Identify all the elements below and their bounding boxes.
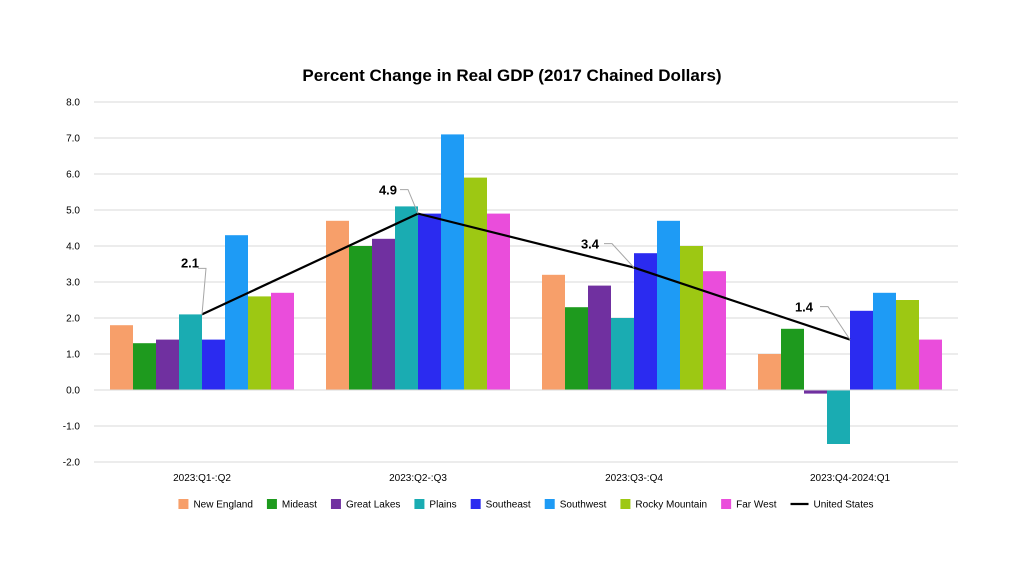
bar-southwest-2 — [441, 134, 464, 390]
bar-new-england-3 — [542, 274, 565, 390]
y-tick-label: 0.0 — [66, 386, 80, 397]
bar-plains-3 — [611, 318, 634, 390]
y-tick-label: 6.0 — [66, 170, 80, 181]
x-category-label: 2023:Q3-:Q4 — [605, 473, 663, 484]
y-tick-label: -1.0 — [63, 422, 81, 433]
legend-label: Great Lakes — [346, 500, 400, 511]
legend-item-great-lakes: Great Lakes — [330, 499, 400, 511]
bars — [110, 134, 942, 444]
bar-southwest-4 — [873, 292, 896, 390]
legend-label: Plains — [429, 500, 456, 511]
bar-new-england-2 — [326, 220, 349, 390]
bar-far-west-3 — [703, 271, 726, 390]
united-states-data-label: 1.4 — [795, 300, 814, 315]
line-annotations: 2.1 4.9 3.4 1.4 — [181, 183, 851, 340]
legend-label: Mideast — [282, 500, 317, 511]
y-tick-label: 1.0 — [66, 350, 80, 361]
legend-item-far-west: Far West — [721, 499, 777, 511]
bar-new-england-1 — [110, 325, 133, 390]
chart-title: Percent Change in Real GDP (2017 Chained… — [302, 66, 721, 85]
bar-rocky-mountain-2 — [464, 177, 487, 390]
united-states-data-label: 2.1 — [181, 255, 199, 270]
x-category-label: 2023:Q4-2024:Q1 — [810, 473, 890, 484]
bar-rocky-mountain-1 — [248, 296, 271, 390]
legend-item-southeast: Southeast — [470, 499, 531, 511]
bar-southwest-3 — [657, 220, 680, 390]
legend-label: New England — [193, 500, 252, 511]
united-states-data-label: 3.4 — [581, 237, 600, 252]
bar-southwest-1 — [225, 235, 248, 390]
legend-item-plains: Plains — [414, 499, 457, 511]
line-united-states — [201, 212, 851, 341]
legend-swatch — [620, 499, 631, 509]
y-tick-label: 3.0 — [66, 278, 80, 289]
legend-item-southwest: Southwest — [544, 499, 607, 511]
x-category-label: 2023:Q2-:Q3 — [389, 473, 447, 484]
annotation-leader — [400, 189, 419, 214]
legend-label: Southwest — [560, 500, 607, 511]
bar-great-lakes-1 — [156, 339, 179, 390]
legend-item-rocky-mountain: Rocky Mountain — [620, 499, 707, 511]
bar-far-west-4 — [919, 339, 942, 390]
bar-plains-2 — [395, 206, 418, 390]
legend-swatch — [266, 499, 277, 509]
legend-swatch — [470, 499, 481, 509]
y-tick-label: 7.0 — [66, 134, 80, 145]
legend-label: Far West — [736, 500, 777, 511]
bar-rocky-mountain-3 — [680, 246, 703, 390]
united-states-line — [201, 212, 851, 341]
y-tick-label: 5.0 — [66, 206, 80, 217]
bar-far-west-1 — [271, 292, 294, 390]
legend-item-mideast: Mideast — [266, 499, 317, 511]
bar-mideast-2 — [349, 246, 372, 390]
bar-mideast-1 — [133, 343, 156, 390]
annotation-leader — [604, 243, 635, 268]
bar-mideast-3 — [565, 307, 588, 390]
legend-label: Rocky Mountain — [635, 500, 707, 511]
legend-item-united-states: United States — [790, 500, 874, 511]
legend-swatch — [544, 499, 555, 509]
bar-plains-4 — [827, 390, 850, 444]
annotation-leader — [198, 267, 207, 315]
annotation-leader — [820, 306, 851, 340]
legend: New England Mideast Great Lakes Plains South… — [178, 499, 874, 511]
y-tick-label: 4.0 — [66, 242, 80, 253]
x-category-label: 2023:Q1-:Q2 — [173, 473, 231, 484]
axes: 8.0 7.0 6.0 5.0 4.0 3.0 2.0 1.0 0.0 -1.0 -2.0 2023:… — [63, 98, 958, 484]
bar-great-lakes-4 — [804, 390, 827, 394]
legend-swatch — [414, 499, 425, 509]
y-tick-label: 2.0 — [66, 314, 80, 325]
y-tick-label: 8.0 — [66, 98, 80, 109]
bar-great-lakes-2 — [372, 238, 395, 390]
bar-far-west-2 — [487, 213, 510, 390]
y-tick-label: -2.0 — [63, 458, 81, 469]
bar-southeast-4 — [850, 310, 873, 390]
bar-great-lakes-3 — [588, 285, 611, 390]
bar-southeast-2 — [418, 213, 441, 390]
bar-mideast-4 — [781, 328, 804, 390]
bar-plains-1 — [179, 314, 202, 390]
bar-rocky-mountain-4 — [896, 300, 919, 390]
legend-label: Southeast — [486, 500, 531, 511]
bar-southeast-3 — [634, 253, 657, 390]
legend-item-new-england: New England — [178, 499, 253, 511]
united-states-data-label: 4.9 — [379, 183, 397, 198]
legend-swatch — [330, 499, 341, 509]
bar-southeast-1 — [202, 339, 225, 390]
bar-new-england-4 — [758, 354, 781, 390]
legend-swatch — [721, 499, 732, 509]
legend-label: United States — [814, 500, 874, 511]
legend-swatch — [178, 499, 189, 509]
